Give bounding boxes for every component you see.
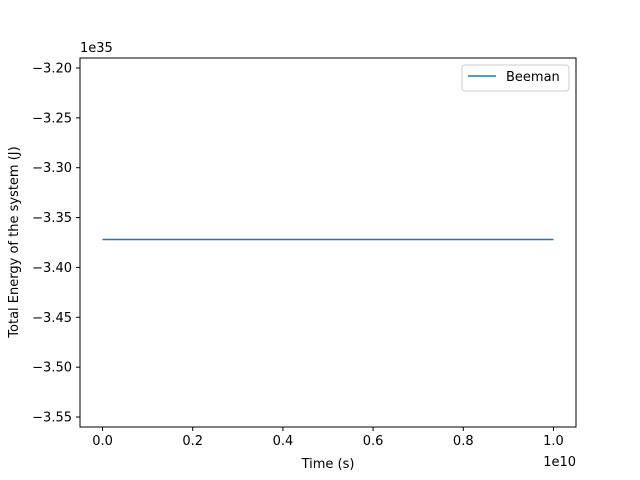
y-axis-offset-text: 1e35 bbox=[80, 41, 113, 56]
y-tick-label: −3.20 bbox=[32, 61, 72, 76]
x-tick-label: 1.0 bbox=[543, 434, 564, 449]
y-tick-label: −3.30 bbox=[32, 161, 72, 176]
legend-box bbox=[461, 64, 570, 92]
x-tick-label: 0.8 bbox=[453, 434, 474, 449]
y-tick-label: −3.40 bbox=[32, 261, 72, 276]
x-tick-label: 0.6 bbox=[363, 434, 384, 449]
y-tick-label: −3.45 bbox=[32, 311, 72, 326]
y-axis-label: Total Energy of the system (J) bbox=[7, 146, 22, 338]
y-axis-ticks: −3.20 −3.25 −3.30 −3.35 −3.40 −3.45 −3.50 −3.55 bbox=[32, 61, 80, 426]
plot-frame bbox=[79, 57, 577, 428]
y-tick-label: −3.50 bbox=[32, 361, 72, 376]
plot-area bbox=[80, 58, 576, 427]
y-tick-label: −3.35 bbox=[32, 211, 72, 226]
y-tick-label: −3.55 bbox=[32, 411, 72, 426]
x-tick-label: 0.0 bbox=[92, 434, 113, 449]
legend: Beeman bbox=[461, 64, 570, 92]
x-tick-label: 0.4 bbox=[273, 434, 294, 449]
legend-label-beeman: Beeman bbox=[506, 70, 560, 85]
x-axis-label: Time (s) bbox=[301, 457, 355, 472]
x-axis-ticks: 0.0 0.2 0.4 0.6 0.8 1.0 bbox=[92, 427, 564, 449]
y-tick-label: −3.25 bbox=[32, 111, 72, 126]
x-tick-label: 0.2 bbox=[182, 434, 203, 449]
x-axis-offset-text: 1e10 bbox=[543, 455, 576, 470]
